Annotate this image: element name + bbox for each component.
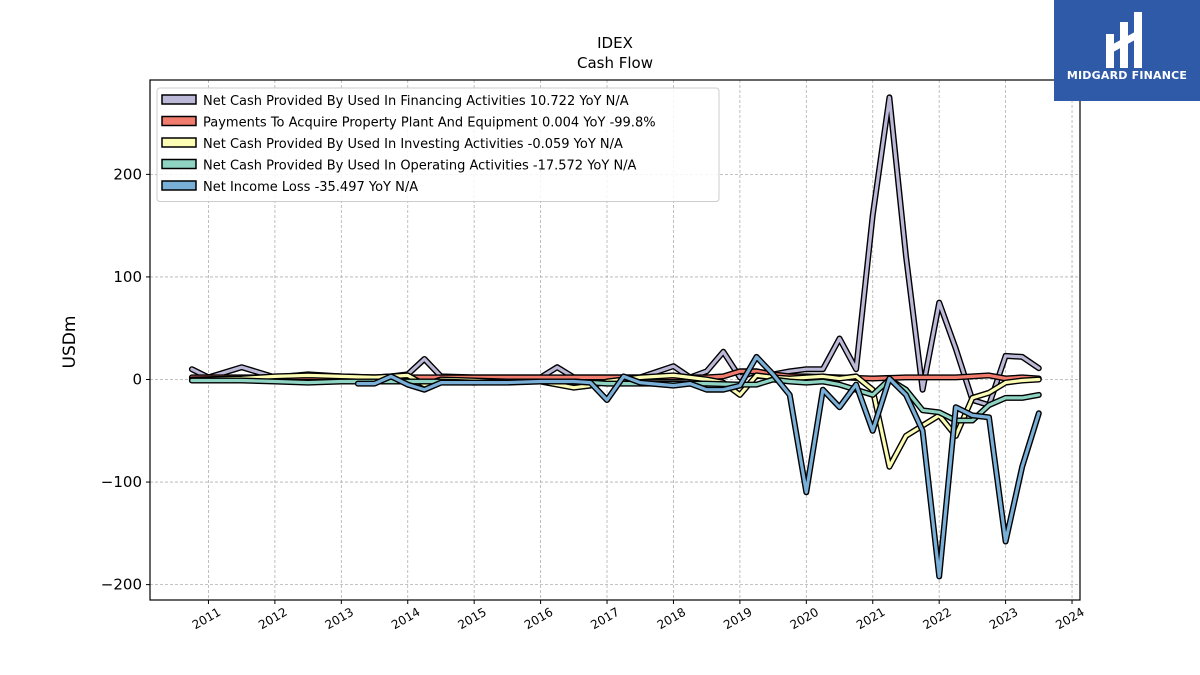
x-tick-label: 2023 xyxy=(987,605,1020,632)
midgard-logo-icon xyxy=(1106,12,1142,68)
legend-label: Net Cash Provided By Used In Investing A… xyxy=(203,137,623,152)
y-tick-label: 100 xyxy=(113,268,142,286)
x-tick-label: 2024 xyxy=(1053,605,1086,632)
x-tick-label: 2016 xyxy=(522,605,555,632)
legend-swatch xyxy=(161,94,197,105)
legend-box xyxy=(156,87,720,202)
legend-swatch xyxy=(161,137,197,148)
x-tick-label: 2013 xyxy=(323,605,356,632)
legend-label: Net Income Loss -35.497 YoY N/A xyxy=(203,180,418,195)
x-tick-label: 2022 xyxy=(920,605,953,632)
x-tick-label: 2018 xyxy=(655,605,688,632)
chart-subtitle: Cash Flow xyxy=(577,54,653,72)
x-tick-label: 2012 xyxy=(256,605,289,632)
y-tick-label: 200 xyxy=(113,165,142,183)
legend-label: Net Cash Provided By Used In Financing A… xyxy=(203,94,629,109)
legend-swatch xyxy=(161,158,197,170)
y-tick-label: 0 xyxy=(132,370,142,388)
chart-title: IDEX xyxy=(597,34,633,52)
x-tick-label: 2011 xyxy=(190,605,223,632)
x-tick-label: 2015 xyxy=(455,605,488,632)
legend-label: Payments To Acquire Property Plant And E… xyxy=(203,116,656,131)
legend-label: Net Cash Provided By Used In Operating A… xyxy=(203,159,637,174)
x-tick-label: 2019 xyxy=(721,605,754,632)
legend: Net Cash Provided By Used In Financing A… xyxy=(156,87,720,202)
x-tick-label: 2014 xyxy=(389,605,422,632)
x-tick-label: 2017 xyxy=(588,605,621,632)
x-tick-label: 2021 xyxy=(854,605,887,632)
legend-swatch xyxy=(161,115,197,127)
y-tick-label: −200 xyxy=(101,576,142,594)
y-axis-label: USDm xyxy=(60,316,80,369)
brand-name: MIDGARD FINANCE xyxy=(1066,69,1188,82)
x-tick-label: 2020 xyxy=(788,605,821,632)
brand-logo: MIDGARD FINANCE xyxy=(1054,0,1200,101)
series-lines xyxy=(188,94,1042,580)
series-5-line xyxy=(356,355,1041,579)
y-tick-label: −100 xyxy=(101,473,142,491)
plot-frame xyxy=(149,79,1081,601)
legend-swatch xyxy=(161,180,197,191)
